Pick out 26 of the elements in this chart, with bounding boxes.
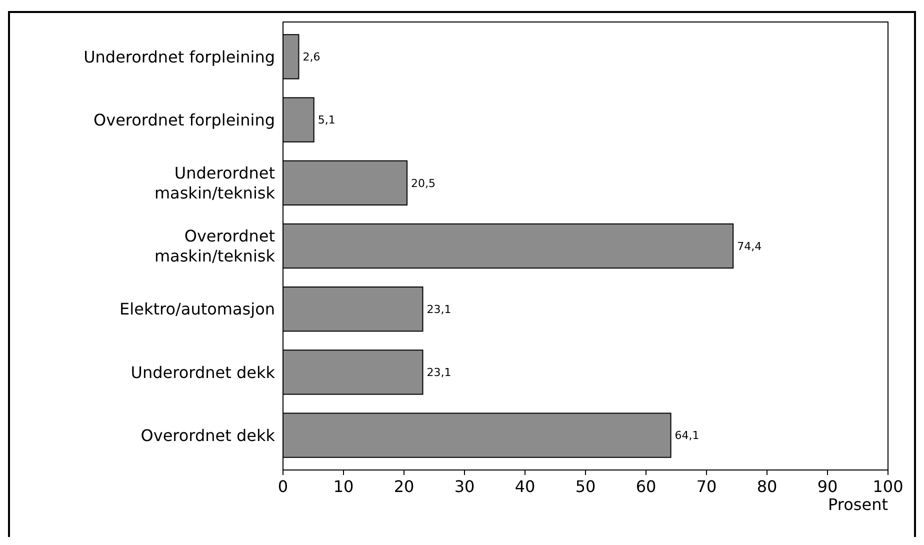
- x-tick-label: 40: [514, 477, 536, 496]
- x-tick-label: 10: [333, 477, 354, 496]
- x-axis-title: Prosent: [828, 495, 888, 514]
- x-tick-label: 30: [454, 477, 475, 496]
- y-tick-label: Elektro/automasjon: [120, 300, 275, 319]
- data-label: 5,1: [318, 114, 336, 127]
- x-tick-label: 60: [636, 477, 656, 496]
- data-label: 20,5: [411, 176, 436, 190]
- x-tick-label: 90: [817, 477, 838, 496]
- x-tick-label: 70: [696, 477, 717, 496]
- x-tick-label: 20: [394, 477, 414, 496]
- x-tick-label: 100: [872, 477, 904, 496]
- y-tick-label: Overordnet dekk: [140, 426, 276, 445]
- y-tick-label: Underordnet maskin/teknisk: [154, 164, 276, 202]
- data-label: 23,1: [426, 302, 452, 316]
- x-tick-label: 50: [575, 477, 596, 496]
- data-label: 2,6: [302, 50, 320, 64]
- y-tick-label: Overordnet maskin/teknisk: [154, 226, 276, 266]
- y-tick-label: Overordnet forpleining: [94, 110, 275, 130]
- x-tick-label: 0: [278, 477, 288, 496]
- y-tick-label: Underordnet forpleining: [84, 47, 275, 66]
- y-tick-label: Underordnet dekk: [130, 362, 276, 382]
- x-tick-label: 80: [756, 477, 778, 496]
- data-label: 74,4: [737, 240, 762, 253]
- data-label: 64,1: [674, 429, 700, 442]
- data-label: 23,1: [426, 366, 452, 380]
